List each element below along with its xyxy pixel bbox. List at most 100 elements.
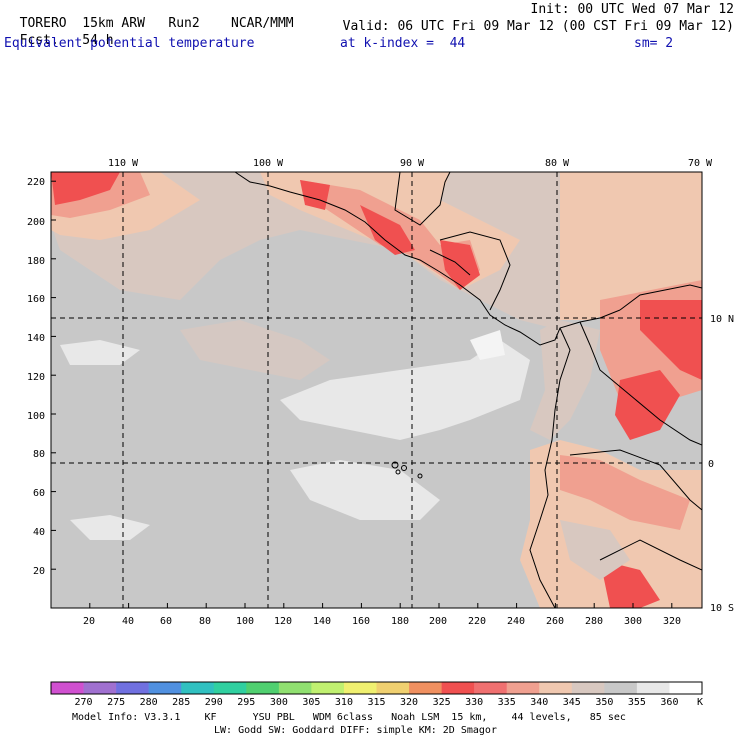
colorbar-label: 275 xyxy=(107,697,125,708)
map-field xyxy=(51,172,702,608)
colorbar-label: 270 xyxy=(75,697,93,708)
grid-x-label: 180 xyxy=(391,616,409,627)
model-name: TORERO xyxy=(19,16,67,31)
colorbar-label: 360 xyxy=(660,697,678,708)
colorbar-swatch xyxy=(376,682,410,694)
physics-info-line: LW: Godd SW: Goddard DIFF: simple KM: 2D… xyxy=(214,725,497,736)
colorbar-label: 355 xyxy=(628,697,646,708)
grid-x-label: 140 xyxy=(313,616,331,627)
colorbar-swatch xyxy=(148,682,182,694)
colorbar-label: 340 xyxy=(530,697,548,708)
colorbar-label: 345 xyxy=(563,697,581,708)
colorbar-label: 285 xyxy=(172,697,190,708)
colorbar-swatch xyxy=(311,682,345,694)
colorbar-label: 335 xyxy=(498,697,516,708)
lon-label-110w: 110 W xyxy=(108,158,139,169)
grid-y-label: 160 xyxy=(27,294,45,305)
colorbar-swatch xyxy=(83,682,117,694)
colorbar xyxy=(50,681,703,695)
galapagos-island-2 xyxy=(401,465,407,471)
grid-x-label: 220 xyxy=(468,616,486,627)
frame-ticks xyxy=(50,180,673,609)
yucatan-coast xyxy=(394,172,451,226)
colorbar-label: 350 xyxy=(595,697,613,708)
grid-y-label: 40 xyxy=(33,527,45,538)
galapagos-island-4 xyxy=(417,473,423,479)
red-northern-colombia xyxy=(640,300,702,380)
field-name: Equivalent potential temperature xyxy=(4,36,255,51)
smoothing-label: sm= 2 xyxy=(634,36,674,51)
border-peru-south xyxy=(599,539,702,571)
tan-peru-coast xyxy=(560,520,630,580)
red-northwest xyxy=(51,172,120,205)
grid-y-label: 60 xyxy=(33,488,45,499)
grid-x-label: 240 xyxy=(507,616,525,627)
right-lat-labels: 10 N 0 10 S xyxy=(708,314,734,614)
colorbar-swatch xyxy=(474,682,507,694)
cool-patch-center xyxy=(280,340,530,440)
grid-x-label: 80 xyxy=(199,616,211,627)
forecast-hour: Fcst. 54 h xyxy=(4,20,114,48)
caribbean-coast xyxy=(439,231,511,311)
colorbar-swatch xyxy=(213,682,247,694)
whitish-patch xyxy=(470,330,505,360)
colorbar-swatch xyxy=(669,682,703,694)
colorbar-swatch xyxy=(506,682,540,694)
grid-y-label: 200 xyxy=(27,217,45,228)
south-america-pacific-coast xyxy=(529,327,571,608)
graticule xyxy=(51,172,702,608)
cool-patch-southwest xyxy=(70,515,150,540)
colorbar-unit: K xyxy=(697,697,703,708)
colorbar-label: 325 xyxy=(433,697,451,708)
model-resolution: 15km ARW xyxy=(82,16,145,31)
cool-patch-south xyxy=(290,460,440,520)
colorbar-swatch xyxy=(636,682,670,694)
grid-x-label: 300 xyxy=(624,616,642,627)
colorbar-label: 310 xyxy=(335,697,353,708)
colorbar-label: 290 xyxy=(205,697,223,708)
grid-x-label: 100 xyxy=(236,616,254,627)
grid-x-label: 60 xyxy=(160,616,172,627)
fcst-value: 54 h xyxy=(82,33,114,48)
lat-label-10s: 10 S xyxy=(710,603,734,614)
grid-x-label: 320 xyxy=(663,616,681,627)
galapagos-island-1 xyxy=(391,461,399,469)
colorbar-swatch xyxy=(181,682,215,694)
grid-x-label: 120 xyxy=(274,616,292,627)
colorbar-label: 330 xyxy=(465,697,483,708)
grid-y-label: 180 xyxy=(27,256,45,267)
colorbar-swatch xyxy=(539,682,573,694)
bottom-grid-labels: 20 40 60 80 100 120 140 160 180 200 220 … xyxy=(83,616,681,627)
colorbar-label: 315 xyxy=(367,697,385,708)
colorbar-swatch xyxy=(116,682,149,694)
colorbar-label: 280 xyxy=(140,697,158,708)
grid-y-label: 20 xyxy=(33,566,45,577)
fcst-label: Fcst. xyxy=(19,33,59,48)
level-label: at k-index = 44 xyxy=(340,36,466,51)
colorbar-swatch xyxy=(246,682,280,694)
valid-time: Valid: 06 UTC Fri 09 Mar 12 (00 CST Fri … xyxy=(342,19,734,34)
colorbar-swatch xyxy=(278,682,312,694)
organization: NCAR/MMM xyxy=(231,16,294,31)
grid-x-label: 40 xyxy=(122,616,134,627)
colorbar-labels: 270 275 280 285 290 295 300 305 310 315 320 325 330 3… xyxy=(75,697,679,708)
galapagos-island-3 xyxy=(395,469,401,475)
peach-caribbean xyxy=(560,172,702,320)
model-info-line: Model Info: V3.3.1 KF YSU PBL WDM 6class… xyxy=(72,712,626,723)
red-honduras xyxy=(440,240,480,290)
top-lon-labels: 110 W 100 W 90 W 80 W 70 W xyxy=(108,158,713,169)
border-ecuador-peru xyxy=(569,449,702,511)
colorbar-swatch xyxy=(441,682,475,694)
colorbar-label: 295 xyxy=(237,697,255,708)
colorbar-outline xyxy=(50,681,703,695)
grid-y-label: 100 xyxy=(27,411,45,422)
lon-label-80w: 80 W xyxy=(545,158,570,169)
lon-label-100w: 100 W xyxy=(253,158,284,169)
border-guatemala-honduras xyxy=(429,249,471,276)
border-colombia xyxy=(579,321,702,446)
lon-label-90w: 90 W xyxy=(400,158,425,169)
grid-y-label: 140 xyxy=(27,333,45,344)
grid-y-label: 220 xyxy=(27,177,45,188)
run-label: Run2 xyxy=(168,16,200,31)
